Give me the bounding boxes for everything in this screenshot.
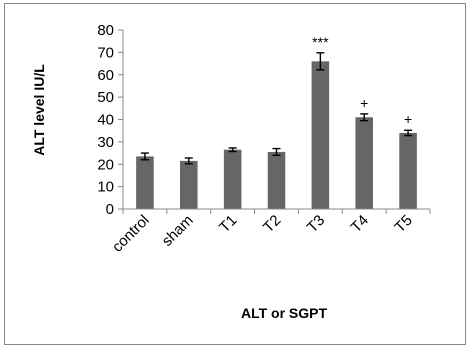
bar-sham bbox=[180, 160, 198, 209]
x-tick-label-T2: T2 bbox=[260, 212, 284, 236]
y-tick-label-80: 80 bbox=[97, 22, 114, 39]
error-bar-T5 bbox=[404, 129, 413, 137]
bar-T5 bbox=[399, 132, 417, 209]
bar-T2 bbox=[267, 151, 286, 209]
x-tick-label-T5: T5 bbox=[391, 212, 415, 236]
bar-control bbox=[136, 156, 154, 209]
y-tick-label-20: 20 bbox=[97, 156, 114, 173]
x-tick-label-T3: T3 bbox=[304, 212, 328, 236]
x-tick-label-sham: sham bbox=[159, 212, 197, 250]
bar-T1 bbox=[223, 149, 242, 209]
y-tick-label-60: 60 bbox=[97, 67, 114, 84]
error-bar-T4 bbox=[360, 113, 369, 122]
y-axis-ticks: 0 10 20 30 40 50 60 70 80 bbox=[97, 22, 123, 218]
y-tick-label-50: 50 bbox=[97, 89, 114, 106]
error-bar-sham bbox=[184, 157, 193, 165]
x-tick-label-T4: T4 bbox=[348, 212, 372, 236]
significance-marker-T4: + bbox=[360, 95, 368, 111]
error-bar-T2 bbox=[272, 147, 281, 157]
y-tick-label-0: 0 bbox=[106, 201, 114, 218]
y-tick-label-40: 40 bbox=[97, 112, 114, 129]
error-bar-control bbox=[140, 152, 149, 161]
x-tick-label-T1: T1 bbox=[216, 212, 240, 236]
bar-T4 bbox=[355, 117, 373, 209]
y-axis-title: ALT level IU/L bbox=[31, 64, 47, 156]
y-tick-label-70: 70 bbox=[97, 44, 114, 61]
error-bar-T3 bbox=[316, 52, 325, 71]
significance-marker-T3: *** bbox=[312, 34, 329, 50]
bar-T3 bbox=[311, 61, 330, 210]
x-axis-ticks: control sham T1 T2 T3 T4 T5 bbox=[109, 209, 431, 256]
axes bbox=[122, 30, 430, 210]
x-tick-label-control: control bbox=[109, 212, 153, 256]
x-axis-title: ALT or SGPT bbox=[241, 305, 328, 321]
bars: *** + + bbox=[136, 34, 417, 210]
y-tick-label-30: 30 bbox=[97, 134, 114, 151]
y-tick-label-10: 10 bbox=[97, 179, 114, 196]
error-bar-T1 bbox=[228, 147, 237, 153]
significance-marker-T5: + bbox=[404, 111, 412, 127]
